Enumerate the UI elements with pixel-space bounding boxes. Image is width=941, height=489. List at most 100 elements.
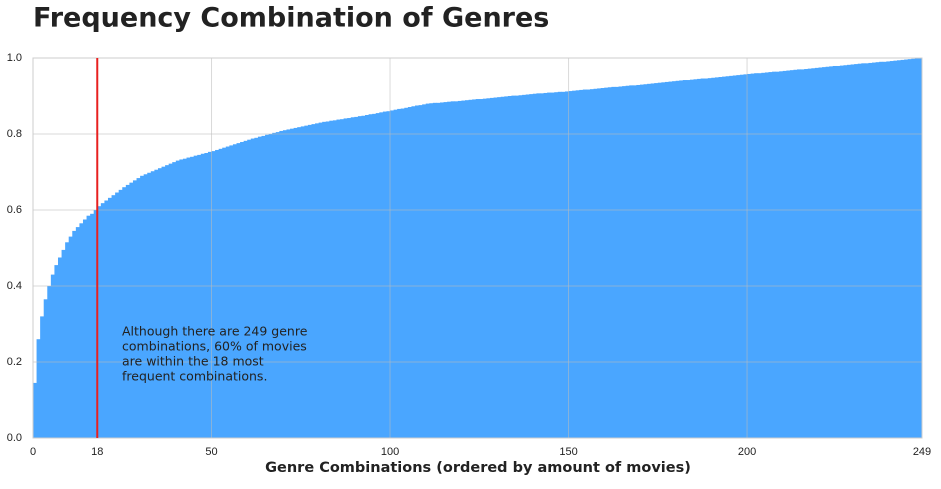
- bar: [436, 102, 441, 438]
- bar: [800, 69, 805, 439]
- bar: [443, 102, 448, 438]
- bar: [179, 159, 184, 438]
- bar: [304, 125, 309, 438]
- bar: [247, 139, 252, 438]
- bar: [57, 257, 62, 438]
- bar: [122, 187, 127, 438]
- bar: [115, 192, 120, 438]
- bar: [497, 97, 502, 438]
- annotation: combinations, 60% of movies: [122, 339, 307, 354]
- bar: [432, 102, 437, 438]
- bar: [547, 92, 552, 438]
- bar: [686, 80, 691, 438]
- bar: [350, 117, 355, 438]
- bar: [386, 111, 391, 438]
- bar: [340, 119, 345, 439]
- chart-title: Frequency Combination of Genres: [33, 3, 549, 34]
- bar: [575, 90, 580, 439]
- bar: [700, 78, 705, 439]
- bar: [714, 77, 719, 438]
- bar: [40, 316, 45, 438]
- bar: [654, 83, 659, 438]
- bar: [622, 86, 627, 439]
- bar: [804, 69, 809, 439]
- bar: [611, 86, 616, 438]
- bar: [711, 77, 716, 438]
- bar: [614, 86, 619, 438]
- bar: [707, 78, 712, 438]
- bar: [764, 72, 769, 438]
- y-tick-label: 1.0: [7, 52, 22, 64]
- bar: [136, 178, 141, 438]
- bar: [811, 68, 816, 438]
- bar: [250, 138, 255, 438]
- bar: [197, 154, 202, 438]
- x-tick-label: 249: [913, 446, 931, 458]
- bar: [897, 60, 901, 438]
- bar: [154, 169, 159, 438]
- bar: [65, 242, 70, 438]
- bar: [579, 89, 584, 439]
- bar: [689, 79, 694, 438]
- bar: [754, 73, 759, 438]
- bar: [393, 109, 398, 439]
- y-tick-label: 0.0: [7, 432, 22, 444]
- bar: [168, 163, 173, 438]
- bar: [429, 103, 434, 438]
- bar: [461, 100, 466, 438]
- annotation: Although there are 249 genre: [122, 324, 308, 339]
- bar: [143, 174, 148, 438]
- bar: [618, 86, 623, 438]
- bar: [647, 83, 652, 438]
- bar: [732, 75, 737, 438]
- bar: [86, 215, 91, 438]
- y-tick-label: 0.6: [7, 204, 22, 216]
- bar: [736, 75, 741, 438]
- bar: [382, 111, 387, 438]
- bar: [418, 105, 423, 439]
- bar: [918, 58, 923, 438]
- bar: [157, 168, 162, 438]
- bar: [457, 100, 462, 438]
- bar: [236, 143, 241, 438]
- bar: [829, 66, 834, 439]
- bar: [854, 64, 859, 438]
- bar: [450, 101, 455, 438]
- bar: [290, 128, 295, 438]
- bar: [489, 97, 494, 439]
- bar: [150, 171, 155, 439]
- bar: [104, 200, 109, 438]
- bar: [850, 64, 855, 439]
- bar: [564, 91, 569, 438]
- bar: [175, 160, 180, 438]
- bar: [661, 82, 666, 438]
- bar: [407, 107, 412, 439]
- bar: [750, 73, 755, 438]
- bar: [507, 96, 512, 438]
- bar: [97, 206, 102, 438]
- bar: [904, 59, 909, 439]
- bar: [54, 265, 59, 438]
- bar: [225, 146, 230, 439]
- bar: [779, 71, 784, 439]
- bar: [586, 89, 591, 438]
- bar: [511, 95, 516, 439]
- bar: [475, 99, 480, 438]
- bar: [900, 59, 905, 439]
- annotation: frequent combinations.: [122, 369, 267, 384]
- bar: [207, 151, 212, 439]
- bar: [789, 70, 794, 438]
- bar: [857, 63, 862, 438]
- bar: [390, 110, 394, 438]
- bar: [550, 92, 555, 438]
- bar: [582, 89, 587, 438]
- x-tick-label: 200: [738, 446, 756, 458]
- bar: [272, 132, 277, 439]
- bar: [400, 108, 405, 438]
- bar: [600, 88, 605, 439]
- bar: [90, 213, 95, 438]
- bar: [261, 135, 266, 438]
- bar: [61, 249, 66, 438]
- bar: [522, 94, 527, 439]
- bar: [825, 66, 830, 439]
